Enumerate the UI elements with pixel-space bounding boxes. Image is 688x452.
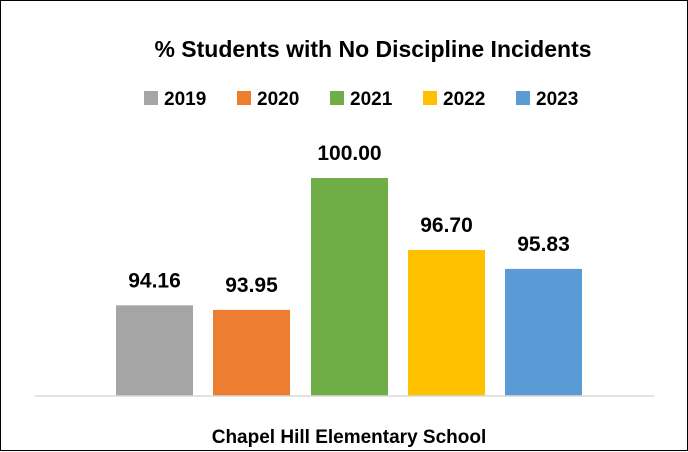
legend-swatch-2019 (144, 91, 158, 105)
bar-2019 (116, 305, 193, 396)
legend: 2019 2020 2021 2022 2023 (144, 89, 578, 110)
legend-swatch-2021 (330, 91, 344, 105)
legend-swatch-2023 (516, 91, 530, 105)
legend-label-2020: 2020 (257, 89, 299, 110)
data-label-2019: 94.16 (128, 269, 181, 292)
bar-2020 (213, 309, 290, 396)
bar-2023 (505, 268, 582, 396)
category-label: Chapel Hill Elementary School (212, 427, 487, 448)
data-label-2023: 95.83 (517, 233, 570, 256)
bars-group: 94.16 93.95 100.00 96.70 95.83 (116, 142, 582, 396)
bar-2021 (311, 178, 388, 396)
legend-label-2022: 2022 (443, 89, 485, 110)
data-label-2020: 93.95 (225, 274, 278, 297)
legend-label-2021: 2021 (350, 89, 393, 110)
bar-2022 (408, 249, 485, 396)
legend-label-2023: 2023 (536, 89, 578, 110)
data-label-2021: 100.00 (317, 142, 381, 165)
legend-label-2019: 2019 (164, 89, 206, 110)
chart-title: % Students with No Discipline Incidents (154, 36, 591, 62)
legend-swatch-2022 (423, 91, 437, 105)
data-label-2022: 96.70 (420, 214, 473, 237)
legend-swatch-2020 (237, 91, 251, 105)
